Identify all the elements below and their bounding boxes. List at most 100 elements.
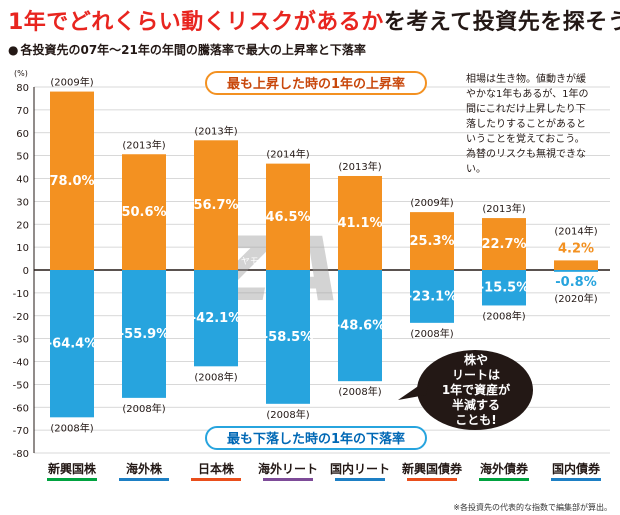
bar-down-value-label: -55.9% — [119, 327, 170, 342]
bar-down — [338, 270, 382, 382]
bar-up — [338, 175, 382, 270]
speech-bubble-text: 株や — [464, 352, 488, 367]
bar-down — [482, 270, 526, 306]
bar-up-year-label: (2013年) — [482, 202, 525, 215]
bar-up — [50, 91, 94, 270]
bar-up-value-label: 22.7% — [481, 237, 526, 252]
bar-down-year-label: (2008年) — [194, 370, 237, 383]
x-category-label: 日本株 — [198, 461, 235, 476]
subtitle-text: 各投資先の07年～21年の年間の騰落率で最大の上昇率と下落率 — [20, 43, 366, 57]
bar-down-year-label: (2008年) — [410, 327, 453, 340]
x-category-label: 国内リート — [330, 461, 390, 476]
y-tick-label: -70 — [13, 426, 29, 437]
bar-down-year-label: (2008年) — [50, 421, 93, 434]
bar-down — [50, 270, 94, 418]
y-axis-unit: (%) — [14, 69, 28, 78]
y-tick-label: 0 — [23, 266, 29, 277]
bar-down-year-label: (2008年) — [338, 385, 381, 398]
commentary-note: 相場は生き物。値動きが緩やかな1年もあるが、1年の間にこれだけ上昇したり下落した… — [466, 74, 589, 175]
y-tick-label: -30 — [13, 335, 29, 346]
banner-up-label: 最も上昇した時の1年の上昇率 — [227, 76, 405, 92]
y-tick-label: 80 — [16, 83, 29, 94]
bar-up — [410, 212, 454, 270]
category-underline — [407, 478, 457, 481]
category-underline — [191, 478, 241, 481]
bar-down-year-label: (2008年) — [266, 408, 309, 421]
bar-down — [194, 270, 238, 367]
bar-up-value-label: 25.3% — [409, 234, 454, 249]
bar-down-value-label: -64.4% — [47, 337, 98, 352]
bar-down-year-label: (2008年) — [122, 402, 165, 415]
footnote: ※各投資先の代表的な指数で編集部が算出。 — [453, 503, 612, 512]
bar-down — [554, 270, 598, 272]
title-red-part: 1年でどれくらい動くリスクがあるか — [8, 10, 384, 35]
speech-bubble — [417, 350, 533, 430]
category-underline — [479, 478, 529, 481]
bar-up — [554, 260, 598, 270]
bar-up-value-label: 50.6% — [121, 205, 166, 220]
bar-up-value-label: 56.7% — [193, 198, 238, 213]
y-tick-label: -60 — [13, 403, 29, 414]
category-underline — [551, 478, 601, 481]
y-tick-label: -80 — [13, 449, 29, 460]
bar-up-year-label: (2013年) — [122, 138, 165, 151]
bar-up — [122, 154, 166, 270]
bar-up — [482, 218, 526, 270]
category-underline — [119, 478, 169, 481]
banner-down-label: 最も下落した時の1年の下落率 — [227, 431, 405, 447]
speech-bubble-text: 1年で資産が — [442, 382, 510, 397]
banner-up-box — [205, 71, 427, 95]
y-tick-label: -40 — [13, 358, 29, 369]
bar-down-value-label: -0.8% — [555, 275, 596, 290]
bullet-icon: ● — [8, 43, 19, 57]
bar-down-value-label: -48.6% — [335, 319, 386, 334]
bar-up-year-label: (2009年) — [50, 76, 93, 89]
x-category-label: 国内債券 — [552, 461, 601, 476]
bar-down — [410, 270, 454, 323]
banner-down-box — [205, 426, 427, 450]
speech-bubble-text: リートは — [452, 368, 500, 382]
y-tick-label: 40 — [16, 175, 29, 186]
y-tick-label: -20 — [13, 312, 29, 323]
bar-up-value-label: 4.2% — [558, 241, 594, 256]
x-category-label: 海外リート — [258, 461, 318, 476]
bar-down-value-label: -42.1% — [191, 311, 242, 326]
y-tick-label: -10 — [13, 289, 29, 300]
y-tick-label: 30 — [16, 197, 29, 208]
x-category-label: 海外株 — [126, 461, 163, 476]
y-tick-label: 70 — [16, 106, 29, 117]
bar-up-year-label: (2013年) — [194, 124, 237, 137]
speech-bubble-tail — [398, 378, 430, 400]
bar-up-value-label: 46.5% — [265, 210, 310, 225]
y-tick-label: -50 — [13, 380, 29, 391]
category-underline — [47, 478, 97, 481]
bar-down-year-label: (2008年) — [482, 309, 525, 322]
bar-up-year-label: (2014年) — [266, 148, 309, 161]
title-black-part: を考えて投資先を探そう — [383, 10, 620, 35]
x-category-label: 海外債券 — [480, 461, 529, 476]
speech-bubble-text: 半減する — [452, 397, 500, 412]
category-underline — [263, 478, 313, 481]
speech-bubble-text: ことも! — [455, 413, 496, 427]
bar-down-value-label: -15.5% — [479, 281, 530, 296]
bar-down — [122, 270, 166, 398]
y-tick-label: 20 — [16, 220, 29, 231]
bar-up — [266, 163, 310, 270]
category-underline — [335, 478, 385, 481]
x-category-label: 新興国債券 — [402, 461, 463, 476]
bar-up-year-label: (2013年) — [338, 160, 381, 173]
bar-up-year-label: (2014年) — [554, 224, 597, 237]
bar-up — [194, 140, 238, 270]
bar-up-value-label: 41.1% — [337, 216, 382, 231]
bar-down-year-label: (2020年) — [554, 292, 597, 305]
bar-down-value-label: -58.5% — [263, 330, 314, 345]
bar-down — [266, 270, 310, 404]
y-tick-label: 50 — [16, 152, 29, 163]
bar-up-value-label: 78.0% — [49, 174, 94, 189]
bar-down-value-label: -23.1% — [407, 289, 458, 304]
y-tick-label: 10 — [16, 243, 29, 254]
page-title: 1年でどれくらい動くリスクがあるかを考えて投資先を探そう — [8, 4, 620, 36]
x-category-label: 新興国株 — [48, 461, 97, 476]
y-tick-label: 60 — [16, 129, 29, 140]
